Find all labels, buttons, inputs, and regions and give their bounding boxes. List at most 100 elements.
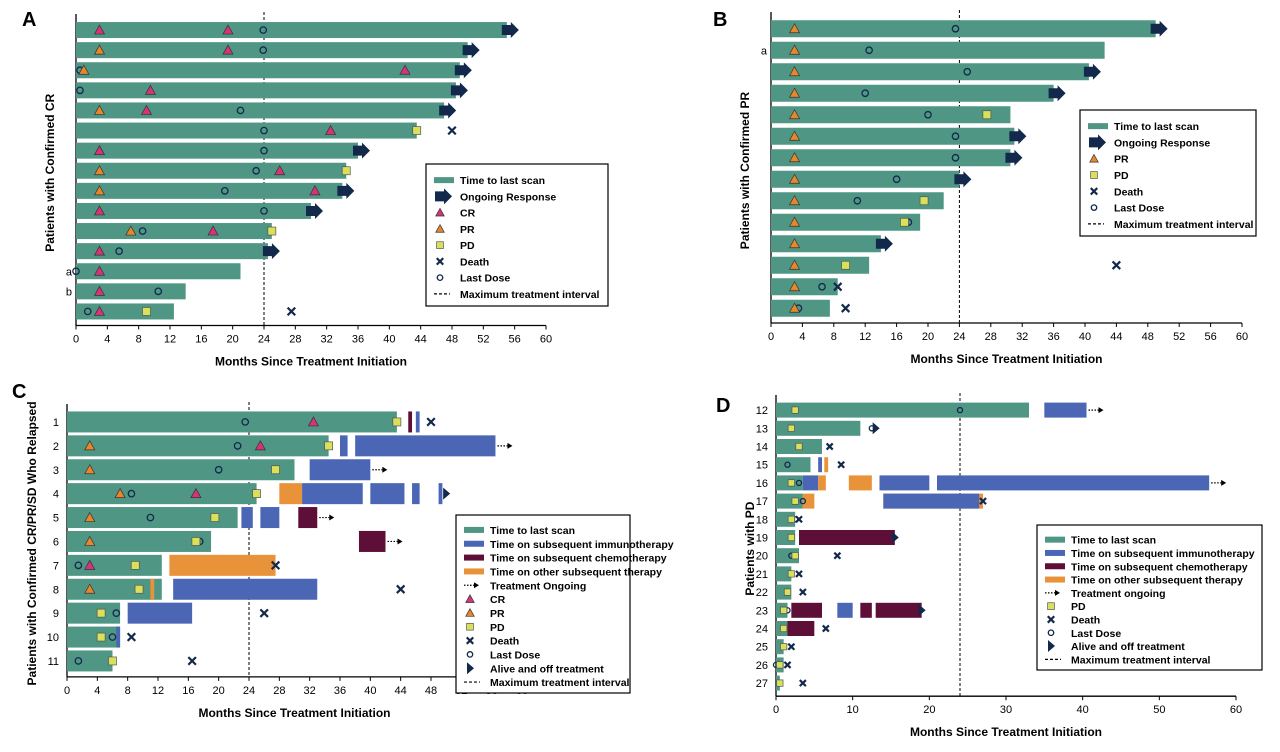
- legend-label: Death: [490, 636, 519, 648]
- x-tick-label: 40: [1077, 704, 1089, 716]
- x-tick-label: 28: [985, 331, 997, 343]
- legend-item: Alive and off treatment: [467, 662, 604, 675]
- legend-label: Time on subsequent chemotherapy: [1071, 561, 1248, 573]
- y-axis-title: Patients with Confirmed CR/PR/SD Who Rel…: [25, 401, 39, 685]
- pr-marker: [84, 511, 96, 522]
- patient-row: 22: [756, 584, 807, 600]
- pd-marker: [466, 622, 474, 631]
- legend-swatch: [434, 177, 454, 184]
- legend-label: Time on other subsequent therapy: [490, 566, 662, 578]
- time-to-last-scan-bar: [771, 149, 1011, 167]
- legend-box: [455, 514, 631, 694]
- row-label: 26: [756, 660, 768, 672]
- last-dose-marker: [924, 110, 932, 119]
- row-label: 2: [53, 441, 59, 453]
- last-dose-marker: [259, 46, 268, 55]
- pr-marker: [93, 104, 106, 115]
- legend-item: Time to last scan: [434, 175, 545, 187]
- cr-marker: [254, 440, 266, 451]
- legend-item: Maximum treatment interval: [464, 677, 630, 689]
- death-stroke: [787, 642, 796, 651]
- patient-row: [76, 182, 355, 199]
- x-tick-label: 20: [922, 331, 934, 343]
- time-to-last-scan-bar: [76, 22, 507, 39]
- ongoing-response-arrow: [1009, 128, 1027, 145]
- x-tick-label: 0: [64, 685, 70, 697]
- patient-row: 24: [756, 621, 830, 636]
- patient-row: 17: [756, 493, 987, 509]
- time-to-last-scan-bar: [776, 420, 861, 436]
- patient-row: 25: [756, 639, 796, 655]
- x-tick-label: 12: [859, 331, 871, 343]
- legend-label: CR: [460, 208, 476, 220]
- legend-item: Time to last scan: [1088, 121, 1199, 133]
- ongoing-response-arrow: [353, 142, 370, 159]
- time-to-last-scan-bar: [771, 106, 1011, 124]
- death-stroke: [979, 497, 987, 505]
- pr-marker: [788, 173, 801, 184]
- other-therapy-bar: [150, 578, 155, 600]
- legend-label: PD: [490, 622, 505, 634]
- cr-marker: [93, 265, 106, 276]
- time-to-last-scan-bar: [776, 566, 792, 582]
- legend-label: PR: [1114, 154, 1129, 166]
- legend-label: Maximum treatment interval: [1114, 219, 1254, 231]
- pd-marker: [412, 126, 422, 135]
- immuno-therapy-bar: [837, 602, 853, 618]
- cr-marker: [140, 104, 153, 115]
- x-tick-label: 40: [1079, 331, 1091, 343]
- time-to-last-scan-bar: [776, 493, 803, 509]
- last-dose-marker: [146, 513, 155, 522]
- legend-swatch: [1045, 563, 1065, 570]
- legend-item: CR: [465, 594, 506, 606]
- legend-item: PR: [465, 608, 505, 620]
- death-marker: [126, 632, 137, 642]
- legend-item: Treatment ongoing: [1045, 588, 1166, 600]
- cr-marker: [93, 24, 106, 35]
- row-label: 21: [756, 569, 768, 581]
- row-label: 1: [53, 417, 59, 429]
- patient-row: 6: [53, 530, 403, 552]
- x-tick-label: 4: [799, 331, 805, 343]
- ongoing-response-arrow: [454, 62, 472, 79]
- x-tick-label: 8: [831, 331, 837, 343]
- panel-letter-b: B: [713, 9, 727, 31]
- legend-item: Death: [435, 256, 489, 268]
- time-to-last-scan-bar: [776, 584, 792, 600]
- pr-marker: [788, 281, 801, 292]
- time-to-last-scan-bar: [67, 626, 121, 648]
- last-dose-marker: [127, 489, 136, 498]
- death-marker: [795, 570, 803, 578]
- patient-row: [771, 278, 843, 296]
- y-axis-title: Patients with Confirmed CR: [43, 93, 57, 251]
- time-to-last-scan-bar: [771, 299, 830, 317]
- pd-marker: [341, 166, 351, 176]
- legend-item: Treatment Ongoing: [464, 580, 586, 592]
- pr-marker: [93, 165, 106, 176]
- patient-row: [771, 106, 1011, 124]
- pr-marker: [788, 109, 801, 120]
- patient-row: 15: [756, 457, 845, 473]
- panel-d: 0 10 20 30 40 50 60 Months Since Treatment Init…: [743, 393, 1263, 739]
- legend-swatch: [464, 554, 484, 561]
- x-tick-label: 60: [1236, 331, 1248, 343]
- x-tick-label: 48: [425, 685, 437, 697]
- legend-item: Ongoing Response: [1089, 134, 1210, 151]
- last-dose-marker: [436, 274, 444, 281]
- pd-marker: [1047, 602, 1055, 610]
- time-to-last-scan-bar: [76, 243, 268, 260]
- ongoing-response-arrow: [954, 171, 972, 188]
- time-to-last-scan-bar: [771, 192, 944, 210]
- legend-label: Treatment Ongoing: [490, 580, 586, 592]
- last-dose-marker: [795, 479, 803, 487]
- x-tick-label: 50: [1153, 704, 1165, 716]
- x-tick-label: 0: [73, 334, 79, 346]
- last-dose-marker: [259, 26, 268, 34]
- other-therapy-bar: [279, 483, 303, 505]
- death-marker: [286, 306, 296, 317]
- ongoing-response-arrow: [337, 182, 355, 199]
- legend-item: PR: [1089, 154, 1129, 166]
- x-tick-label: 4: [104, 334, 110, 346]
- last-dose-marker: [74, 657, 83, 665]
- time-to-last-scan-bar: [76, 62, 460, 79]
